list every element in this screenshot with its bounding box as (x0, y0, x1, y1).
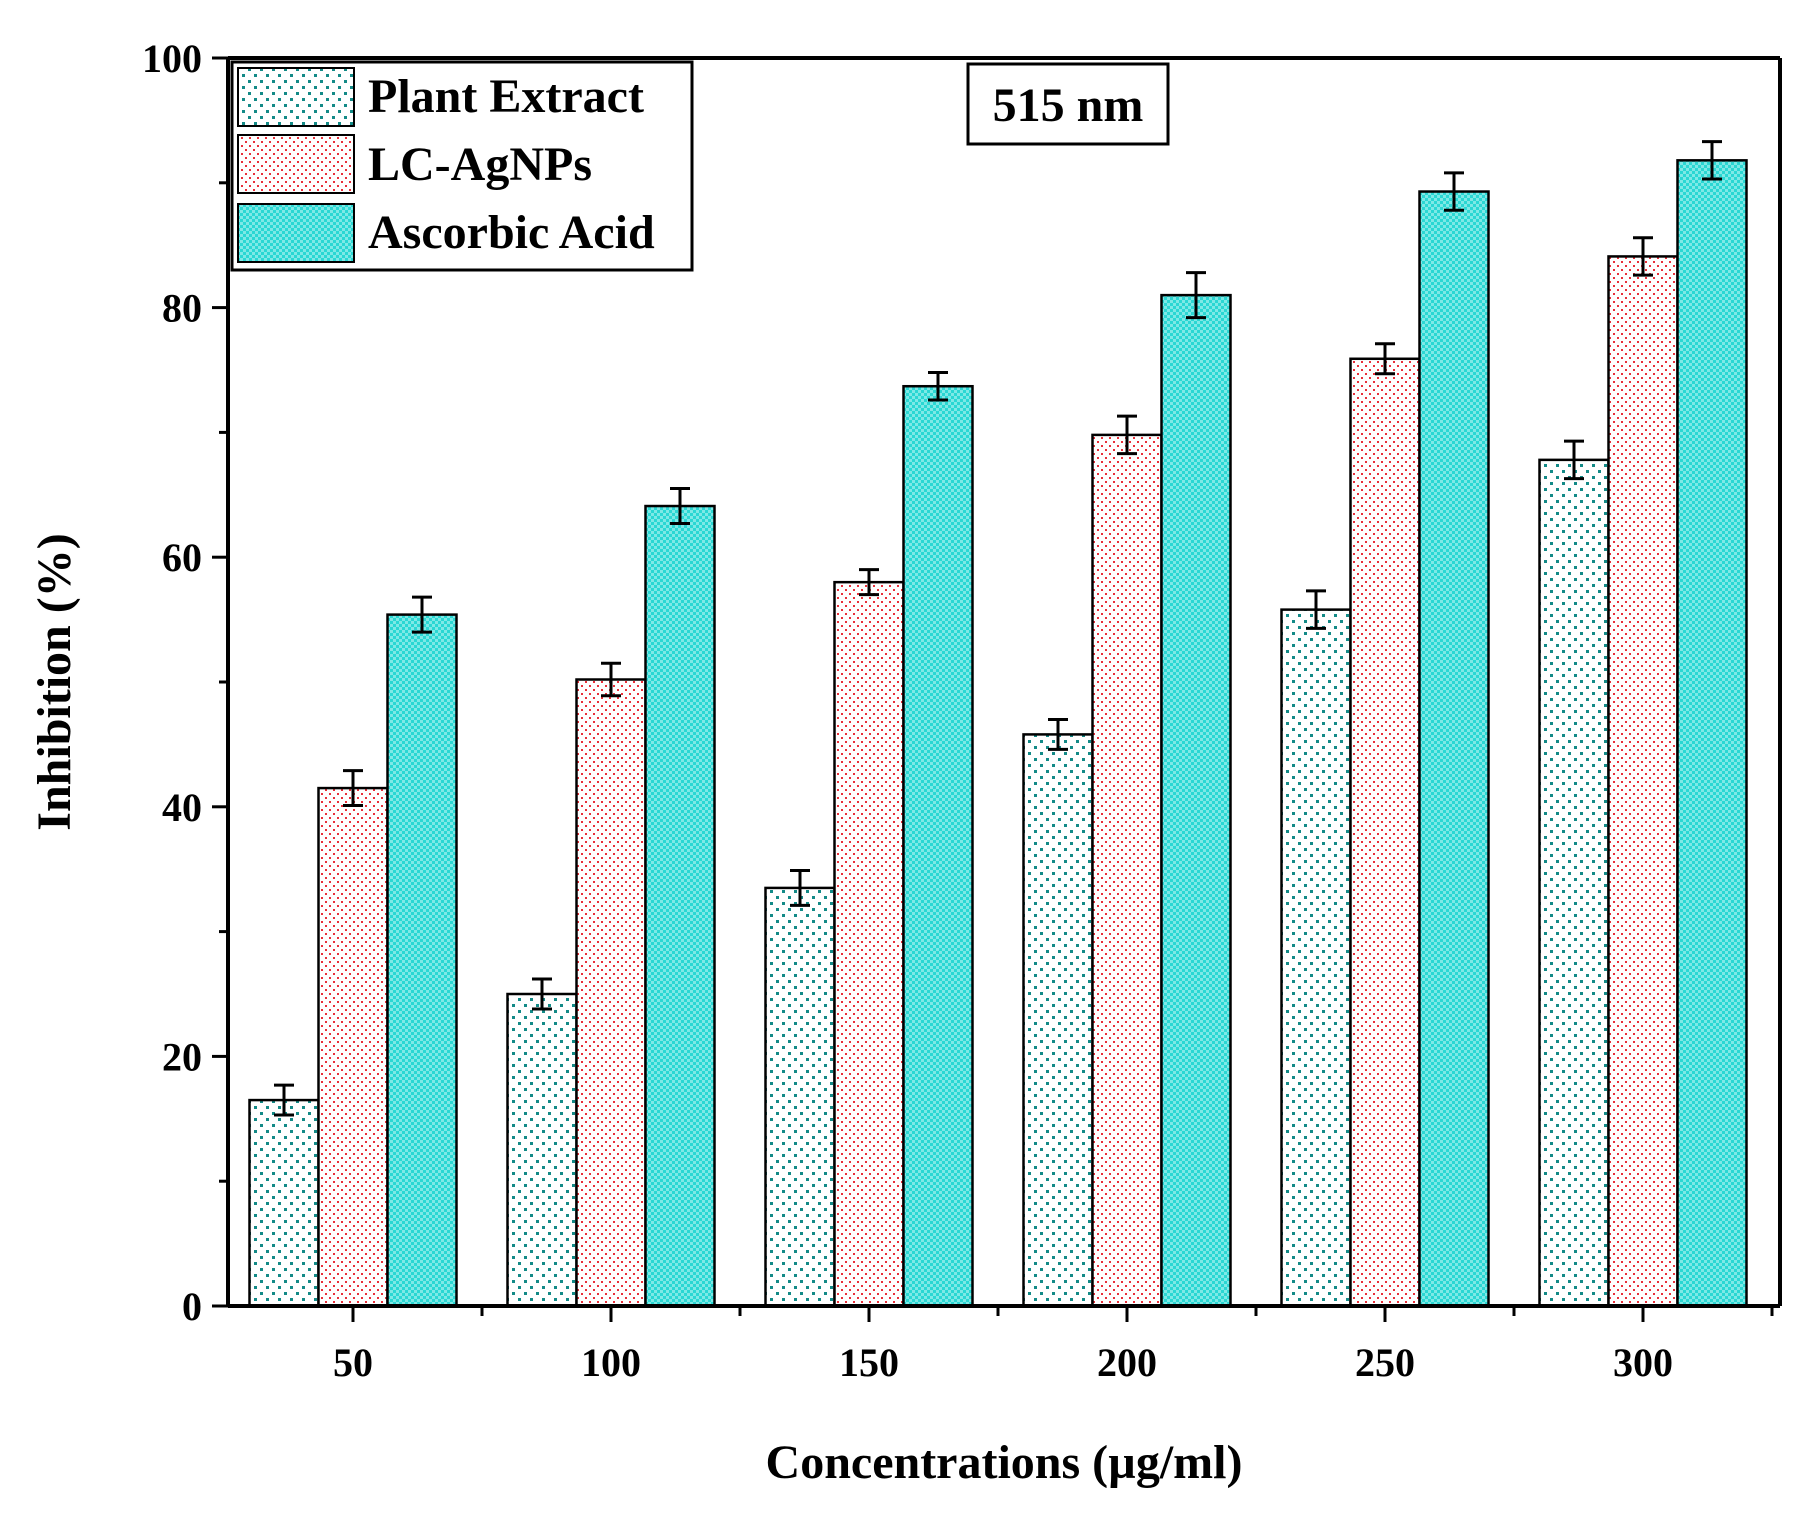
x-axis-title: Concentrations (µg/ml) (766, 1436, 1243, 1489)
bar-plant-extract-300 (1538, 458, 1610, 1308)
bar-ascorbic-acid-100 (644, 504, 716, 1308)
y-tick-label-40: 40 (162, 785, 202, 830)
y-tick-label-20: 20 (162, 1034, 202, 1079)
error-bar-lc-agnps-100 (601, 661, 621, 698)
error-bars-layer (274, 140, 1722, 1117)
bar-lc-agnps-100 (575, 678, 647, 1308)
bar-plant-extract-250 (1280, 608, 1352, 1308)
bar-ascorbic-acid-300 (1676, 159, 1748, 1308)
bar-lc-agnps-200 (1091, 433, 1163, 1308)
error-bar-ascorbic-acid-300 (1702, 140, 1722, 181)
error-bar-plant-extract-100 (532, 977, 552, 1011)
legend-label-ascorbic-acid: Ascorbic Acid (368, 206, 655, 259)
error-bar-ascorbic-acid-50 (412, 595, 432, 634)
error-bar-plant-extract-50 (274, 1083, 294, 1117)
legend-swatch-plant-extract (237, 67, 355, 127)
bar-plant-extract-100 (506, 992, 578, 1308)
error-bar-lc-agnps-200 (1117, 414, 1137, 456)
error-bar-ascorbic-acid-250 (1444, 171, 1464, 212)
legend: Plant Extract LC-AgNPs Ascorbic Acid (230, 60, 694, 272)
bar-ascorbic-acid-150 (902, 384, 974, 1308)
annotation-text: 515 nm (993, 79, 1144, 132)
error-bar-ascorbic-acid-150 (928, 370, 948, 402)
y-axis-title: Inhibition (%) (28, 533, 81, 830)
y-tick-label-60: 60 (162, 535, 202, 580)
error-bar-plant-extract-150 (790, 868, 810, 907)
legend-swatch-lc-agnps (237, 134, 355, 194)
error-bar-plant-extract-200 (1048, 717, 1068, 751)
wavelength-annotation: 515 nm (966, 62, 1170, 146)
legend-label-lc-agnps: LC-AgNPs (368, 138, 592, 191)
x-tick-label-200: 200 (1097, 1340, 1157, 1385)
y-tick-label-0: 0 (182, 1284, 202, 1329)
legend-label-plant-extract: Plant Extract (368, 70, 644, 123)
x-tick-label-150: 150 (839, 1340, 899, 1385)
x-tick-label-50: 50 (333, 1340, 373, 1385)
legend-swatch-ascorbic-acid (237, 203, 355, 263)
error-bar-lc-agnps-150 (859, 568, 879, 597)
bar-plant-extract-150 (764, 886, 836, 1308)
error-bar-lc-agnps-50 (343, 769, 363, 808)
error-bar-plant-extract-300 (1564, 439, 1584, 481)
annotation-box (966, 62, 1170, 146)
y-tick-label-100: 100 (142, 36, 202, 81)
bar-plant-extract-50 (248, 1098, 320, 1308)
error-bar-ascorbic-acid-100 (670, 487, 690, 526)
bar-lc-agnps-300 (1607, 255, 1679, 1308)
bar-plant-extract-200 (1022, 733, 1094, 1308)
error-bar-ascorbic-acid-200 (1186, 271, 1206, 320)
error-bar-lc-agnps-300 (1633, 236, 1653, 277)
bar-lc-agnps-250 (1349, 357, 1421, 1308)
error-bar-plant-extract-250 (1306, 589, 1326, 630)
x-tick-label-300: 300 (1613, 1340, 1673, 1385)
bar-ascorbic-acid-50 (386, 613, 458, 1308)
x-axis-ticks: 50 100 150 200 250 300 (333, 1306, 1774, 1385)
bars-layer (248, 159, 1748, 1308)
bar-ascorbic-acid-200 (1160, 293, 1232, 1308)
y-tick-label-80: 80 (162, 286, 202, 331)
x-tick-label-100: 100 (581, 1340, 641, 1385)
x-tick-label-250: 250 (1355, 1340, 1415, 1385)
y-axis-ticks: 0 20 40 60 80 100 (142, 36, 228, 1329)
bar-ascorbic-acid-250 (1418, 190, 1490, 1308)
bar-lc-agnps-150 (833, 580, 905, 1308)
bar-lc-agnps-50 (317, 786, 389, 1308)
error-bar-lc-agnps-250 (1375, 342, 1395, 376)
